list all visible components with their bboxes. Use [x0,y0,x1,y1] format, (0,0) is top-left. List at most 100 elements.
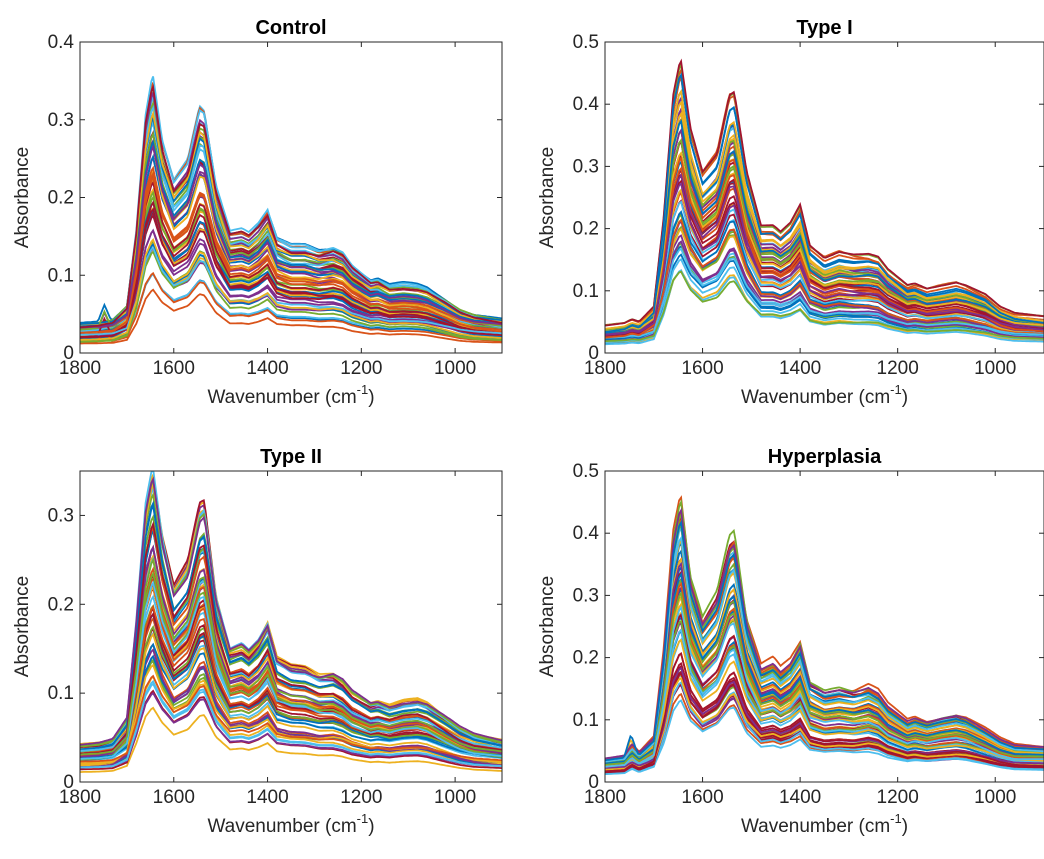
y-tick-label: 0.3 [48,505,74,526]
series-line [605,270,1044,342]
y-tick-label: 0 [63,343,74,364]
series-line [80,288,502,345]
x-tick-label: 1600 [681,358,723,379]
y-tick-label: 0.4 [573,94,600,115]
series-line [605,72,1044,333]
x-tick-label: 1600 [681,787,723,808]
series-line [605,681,1044,775]
series-group [80,471,502,773]
chart-title: Control [255,17,326,39]
series-line [80,76,502,328]
series-line [605,605,1044,768]
y-axis-label: Absorbance [537,576,558,677]
chart-title: Type II [260,446,322,468]
series-line [80,171,502,330]
x-tick-label: 1400 [246,358,288,379]
series-line [80,153,502,329]
series-line [605,111,1044,334]
y-tick-label: 0.2 [573,219,599,240]
x-tick-label: 1600 [153,787,195,808]
series-line [605,58,1044,327]
x-tick-label: 1200 [877,358,919,379]
panel-hyperplasia: 1800 1600 1400 1200 1000 0 0.1 0.2 0.3 0.4 0.5 Hype… [537,446,1044,837]
series-line [80,674,502,763]
y-axis-label: Absorbance [537,147,558,248]
chart-title: Hyperplasia [768,446,882,468]
series-line [80,109,502,327]
series-line [605,677,1044,771]
y-axis-label: Absorbance [12,576,33,677]
panel-type-i: 1800 1600 1400 1200 1000 0 0.1 0.2 0.3 0.4 0.5 Type… [537,17,1044,408]
series-line [605,591,1044,766]
x-tick-label: 1000 [974,787,1016,808]
axes-box [604,470,1044,783]
series-group [605,495,1044,775]
series-group [605,58,1044,346]
series-line [605,150,1044,333]
axes-box [79,470,503,783]
y-tick-label: 0.2 [573,648,599,669]
y-tick-label: 0 [63,772,74,793]
series-line [605,200,1044,338]
series-line [80,180,502,338]
series-line [605,119,1044,334]
y-tick-label: 0 [588,343,599,364]
panel-type-ii: 1800 1600 1400 1200 1000 0 0.1 0.2 0.3 Type II Wav… [12,446,503,837]
x-tick-label: 1200 [877,787,919,808]
x-tick-label: 1400 [779,358,821,379]
y-tick-label: 0.5 [573,32,599,53]
series-line [80,200,502,339]
series-line [605,638,1044,768]
series-line [80,476,502,746]
series-line [80,175,502,334]
x-tick-label: 1200 [340,358,382,379]
y-tick-label: 0.3 [573,585,599,606]
series-line [80,566,502,757]
series-line [80,83,502,329]
y-tick-label: 0.1 [573,710,599,731]
series-line [605,218,1044,339]
series-line [605,652,1044,773]
y-tick-label: 0.3 [573,156,599,177]
series-line [80,139,502,328]
series-line [605,100,1044,330]
x-tick-label: 1800 [59,358,101,379]
series-line [80,271,502,344]
y-tick-label: 0.1 [48,683,74,704]
series-line [605,535,1044,763]
series-line [80,250,502,343]
series-line [80,557,502,756]
y-tick-label: 0.2 [48,188,74,209]
series-line [80,706,502,773]
series-line [80,521,502,755]
series-line [80,642,502,759]
y-tick-label: 0 [588,772,599,793]
series-line [605,182,1044,336]
series-line [80,238,502,341]
x-tick-label: 1000 [434,358,476,379]
series-line [605,571,1044,765]
x-tick-label: 1800 [59,787,101,808]
x-tick-label: 1800 [584,358,626,379]
series-line [605,692,1044,772]
x-tick-label: 1000 [974,358,1016,379]
x-tick-label: 1800 [584,787,626,808]
series-line [80,679,502,769]
series-line [80,580,502,760]
x-tick-label: 1200 [340,787,382,808]
x-axis-label: Wavenumber (cm-1) [741,811,908,837]
x-tick-label: 1400 [246,787,288,808]
series-line [80,648,502,769]
series-line [605,247,1044,339]
panel-control: 1800 1600 1400 1200 1000 0 0.1 0.2 0.3 0.4 Control… [12,17,503,408]
chart-title: Type I [796,17,852,39]
y-tick-label: 0.4 [48,32,75,53]
series-line [80,471,502,751]
series-group [80,76,502,345]
x-tick-label: 1400 [779,787,821,808]
y-tick-label: 0.3 [48,110,74,131]
y-tick-label: 0.5 [573,461,599,482]
x-axis-label: Wavenumber (cm-1) [741,382,908,408]
series-line [605,507,1044,760]
